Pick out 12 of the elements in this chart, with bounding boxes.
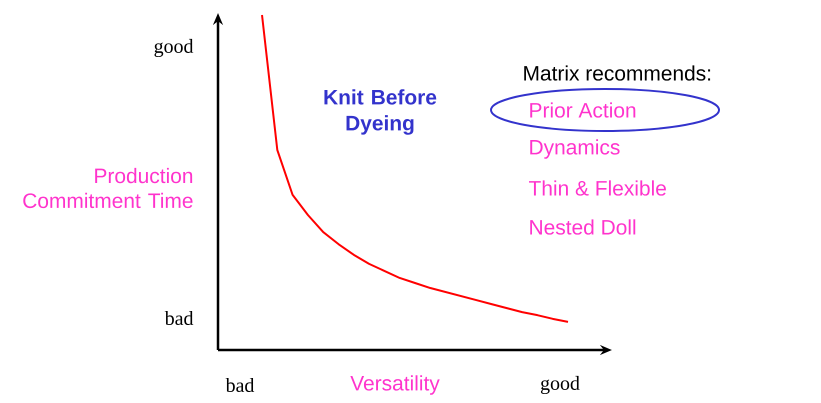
annotation: Prior Action	[530, 102, 636, 118]
annotation: Matrix recommends:	[524, 65, 710, 81]
annotation: Nested Doll	[530, 219, 636, 235]
text: good	[540, 376, 580, 394]
y-axis-title: Production Commitment Time	[23, 168, 193, 208]
annotation: Dynamics	[530, 139, 620, 159]
x-axis-title: Versatility	[350, 375, 440, 395]
text: good	[154, 38, 194, 58]
annotation: Knit Before Dyeing	[324, 89, 436, 135]
text: bad	[226, 378, 254, 392]
text: bad	[164, 310, 194, 326]
annotation: Thin & Flexible	[528, 180, 666, 196]
